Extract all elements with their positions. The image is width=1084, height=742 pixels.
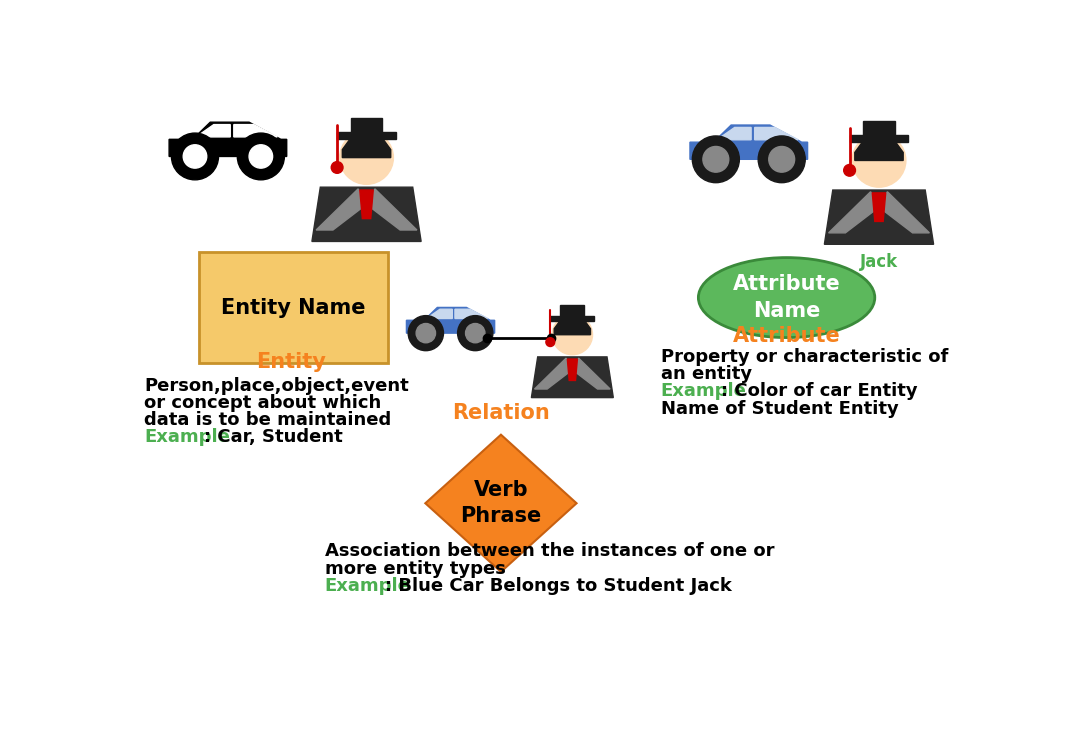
Text: Example: Example <box>660 382 747 401</box>
Ellipse shape <box>409 315 443 351</box>
Polygon shape <box>689 125 808 160</box>
Text: Relation: Relation <box>452 403 550 423</box>
Polygon shape <box>317 189 366 230</box>
Polygon shape <box>754 128 798 139</box>
Text: Jack: Jack <box>860 253 898 271</box>
Text: an entity: an entity <box>660 365 751 384</box>
Text: Entity: Entity <box>256 352 326 372</box>
Polygon shape <box>360 190 373 219</box>
Ellipse shape <box>332 162 343 174</box>
Polygon shape <box>717 128 751 139</box>
Text: Entity Name: Entity Name <box>221 298 365 318</box>
Text: or concept about which: or concept about which <box>144 394 382 412</box>
Polygon shape <box>406 307 494 333</box>
FancyBboxPatch shape <box>560 305 584 315</box>
Polygon shape <box>196 125 230 137</box>
Polygon shape <box>169 122 286 157</box>
FancyBboxPatch shape <box>350 118 383 132</box>
Text: Person,place,object,event: Person,place,object,event <box>144 377 409 395</box>
Text: Association between the instances of one or: Association between the instances of one… <box>324 542 774 560</box>
Text: : Color of car Entity: : Color of car Entity <box>721 382 918 401</box>
Text: Attribute
Name: Attribute Name <box>733 275 840 321</box>
Text: Verb
Phrase: Verb Phrase <box>461 480 542 527</box>
Ellipse shape <box>237 133 284 180</box>
Ellipse shape <box>693 136 739 183</box>
Polygon shape <box>455 309 488 318</box>
Ellipse shape <box>457 315 493 351</box>
Polygon shape <box>427 309 452 318</box>
Text: data is to be maintained: data is to be maintained <box>144 411 391 429</box>
Text: more entity types: more entity types <box>324 559 505 577</box>
Ellipse shape <box>852 134 906 187</box>
Ellipse shape <box>339 131 393 184</box>
Polygon shape <box>425 435 577 572</box>
Ellipse shape <box>171 133 219 180</box>
Ellipse shape <box>758 136 805 183</box>
Polygon shape <box>534 358 572 389</box>
Polygon shape <box>873 193 886 221</box>
Ellipse shape <box>552 315 593 355</box>
Polygon shape <box>554 318 591 335</box>
FancyBboxPatch shape <box>863 121 895 135</box>
Ellipse shape <box>416 324 436 343</box>
Text: : Car, Student: : Car, Student <box>205 428 344 446</box>
Polygon shape <box>531 357 614 398</box>
Ellipse shape <box>698 257 875 338</box>
Polygon shape <box>312 187 421 241</box>
Polygon shape <box>366 189 417 230</box>
Polygon shape <box>343 135 390 157</box>
Text: Example: Example <box>144 428 230 446</box>
Polygon shape <box>855 138 903 160</box>
Text: Example: Example <box>324 577 411 594</box>
Ellipse shape <box>769 146 795 172</box>
Text: : Blue Car Belongs to Student Jack: : Blue Car Belongs to Student Jack <box>385 577 732 594</box>
Text: Name of Student Entity: Name of Student Entity <box>660 399 899 418</box>
Text: Property or characteristic of: Property or characteristic of <box>660 348 947 366</box>
FancyBboxPatch shape <box>198 252 388 364</box>
Polygon shape <box>825 190 933 244</box>
Ellipse shape <box>249 145 272 168</box>
Text: Attribute: Attribute <box>733 326 840 346</box>
FancyBboxPatch shape <box>551 315 594 321</box>
Polygon shape <box>234 125 278 137</box>
Polygon shape <box>567 359 578 381</box>
FancyBboxPatch shape <box>850 135 908 142</box>
Polygon shape <box>572 358 610 389</box>
Ellipse shape <box>183 145 207 168</box>
Ellipse shape <box>546 338 555 347</box>
FancyBboxPatch shape <box>337 132 396 139</box>
Ellipse shape <box>843 165 855 176</box>
Polygon shape <box>828 191 879 233</box>
Polygon shape <box>879 191 929 233</box>
Ellipse shape <box>702 146 728 172</box>
Ellipse shape <box>465 324 485 343</box>
